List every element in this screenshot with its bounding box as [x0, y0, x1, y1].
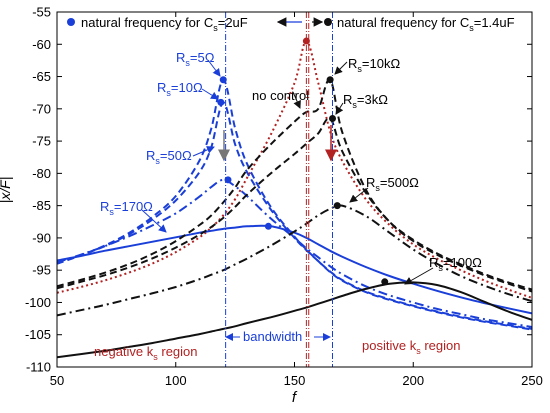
series-line-rs-3k [57, 117, 532, 291]
y-tick-label-80: -80 [32, 166, 51, 181]
legend-left-text: natural frequency for Cs=2uF [81, 15, 248, 33]
peak-marker-rs-10k [326, 76, 334, 84]
peak-marker-no-control [302, 37, 310, 45]
series-line-rs-100 [57, 281, 532, 359]
arrow-rs500 [349, 187, 369, 203]
arrow-rs100 [404, 267, 434, 285]
label-positive-region: positive ks region [362, 338, 460, 356]
series-group [57, 39, 532, 359]
arrow-rs3k [335, 102, 344, 115]
label-rs10: Rs=10Ω [157, 80, 203, 98]
y-tick-label-105: -105 [25, 327, 51, 342]
y-tick-label-60: -60 [32, 37, 51, 52]
y-axis-label: |x/F| [0, 177, 13, 204]
y-tick-label-95: -95 [32, 263, 51, 278]
y-tick-label-70: -70 [32, 101, 51, 116]
label-rs50: Rs=50Ω [146, 148, 192, 166]
legend-marker-left [67, 18, 75, 26]
vertical-lines-group [225, 12, 333, 367]
y-tick-label-85: -85 [32, 198, 51, 213]
peak-marker-rs-5 [219, 76, 227, 84]
x-tick-label-150: 150 [284, 373, 306, 388]
axis-ticks-group: 50 100 150 200 250 -55 -60 -65 -70 -75 -80 -85 -90 -9… [25, 5, 543, 389]
x-axis-label: f [292, 389, 298, 406]
peak-marker-rs-50 [224, 176, 232, 184]
arrow-rs50 [192, 146, 215, 157]
peak-marker-rs-3k [329, 115, 336, 122]
label-negative-region: negative ks region [94, 344, 198, 362]
arrow-rs170 [141, 209, 167, 233]
peak-marker-rs-100 [381, 278, 389, 286]
peak-marker-rs-170 [264, 222, 272, 230]
peak-marker-rs-500 [333, 202, 341, 210]
y-tick-label-110: -110 [26, 360, 51, 375]
y-tick-label-100: -100 [25, 295, 51, 310]
series-line-rs-10k [57, 78, 532, 293]
y-tick-label-55: -55 [32, 5, 51, 20]
series-line-rs-170 [57, 224, 532, 315]
arrow-rs10 [201, 88, 219, 100]
label-rs100: Rs=100Ω [429, 255, 482, 273]
series-line-no-control [57, 39, 532, 299]
x-tick-label-100: 100 [165, 373, 187, 388]
arrow-no-control [292, 91, 301, 109]
legend-right-text: natural frequency for Cs=1.4uF [337, 15, 515, 33]
x-tick-label-50: 50 [50, 373, 64, 388]
label-rs170: Rs=170Ω [100, 199, 153, 217]
label-bandwidth: bandwidth [243, 329, 302, 344]
series-line-rs-50 [57, 178, 532, 328]
label-no-control: no control [252, 88, 309, 103]
series-line-rs-500 [57, 204, 532, 317]
peak-marker-rs-10 [217, 98, 225, 106]
y-tick-label-75: -75 [32, 134, 51, 149]
y-tick-label-65: -65 [32, 69, 51, 84]
plot-background [57, 12, 532, 367]
peak-markers-group [217, 37, 389, 286]
arrow-rs10k [334, 61, 348, 75]
legend-marker-right [324, 18, 332, 26]
label-rs500: Rs=500Ω [366, 175, 419, 193]
x-tick-label-250: 250 [521, 373, 543, 388]
label-rs10k: Rs=10kΩ [348, 56, 400, 74]
x-tick-label-200: 200 [402, 373, 424, 388]
y-tick-label-90: -90 [32, 230, 51, 245]
label-rs3k: Rs=3kΩ [343, 92, 388, 110]
arrow-rs5 [207, 59, 221, 77]
